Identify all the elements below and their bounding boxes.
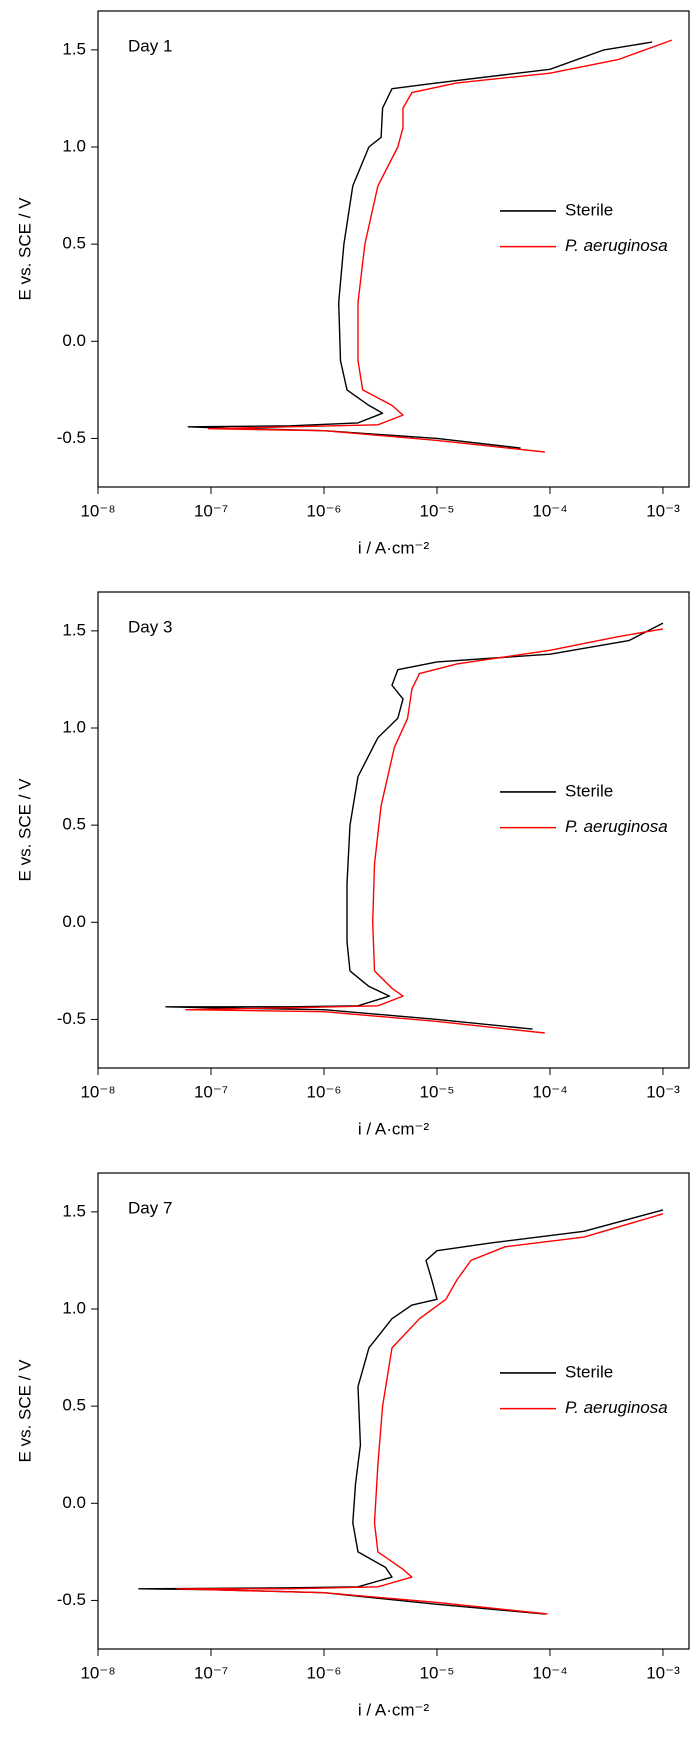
y-axis-label: E vs. SCE / V (15, 197, 34, 301)
x-axis-label: i / A·cm⁻² (358, 1700, 430, 1719)
x-tick-label: 10⁻⁵ (420, 1663, 455, 1682)
y-tick-label: 0.5 (62, 234, 86, 253)
y-tick-label: 0.0 (62, 331, 86, 350)
x-tick-label: 10⁻⁸ (80, 501, 115, 520)
y-tick-label: 0.0 (62, 1493, 86, 1512)
data-line (185, 628, 664, 1034)
x-tick-label: 10⁻⁶ (307, 1663, 342, 1682)
plot-frame (97, 1172, 690, 1650)
legend-label: P. aeruginosa (565, 236, 668, 255)
y-tick-label: -0.5 (57, 1590, 86, 1609)
y-tick-label: 0.0 (62, 912, 86, 931)
data-line (138, 1209, 664, 1615)
y-tick-label: 0.5 (62, 1396, 86, 1415)
y-tick-label: 1.0 (62, 136, 86, 155)
plot-frame (97, 10, 690, 488)
data-line (165, 622, 664, 1030)
y-tick-label: 1.0 (62, 717, 86, 736)
x-tick-label: 10⁻⁵ (420, 501, 455, 520)
y-tick-label: 1.5 (62, 1201, 86, 1220)
legend-label: Sterile (565, 200, 613, 219)
legend-label: Sterile (565, 781, 613, 800)
y-axis-label: E vs. SCE / V (15, 1359, 34, 1463)
y-tick-label: -0.5 (57, 1009, 86, 1028)
plot-frame (97, 591, 690, 1069)
panel-label: Day 7 (128, 1198, 172, 1217)
x-tick-label: 10⁻⁵ (420, 1082, 455, 1101)
legend-label: Sterile (565, 1362, 613, 1381)
x-tick-label: 10⁻⁷ (194, 501, 228, 520)
panel-label: Day 3 (128, 617, 172, 636)
x-tick-label: 10⁻⁸ (80, 1663, 115, 1682)
x-tick-label: 10⁻³ (646, 1082, 680, 1101)
data-line (207, 39, 673, 453)
panel-label: Day 1 (128, 36, 172, 55)
x-tick-label: 10⁻⁷ (194, 1663, 228, 1682)
y-tick-label: 1.0 (62, 1298, 86, 1317)
data-line (187, 41, 653, 449)
x-tick-label: 10⁻⁶ (307, 501, 342, 520)
x-tick-label: 10⁻³ (646, 501, 680, 520)
data-line (176, 1213, 664, 1615)
legend-label: P. aeruginosa (565, 817, 668, 836)
x-tick-label: 10⁻⁴ (532, 1663, 567, 1682)
y-tick-label: 1.5 (62, 620, 86, 639)
x-tick-label: 10⁻³ (646, 1663, 680, 1682)
x-tick-label: 10⁻⁴ (532, 1082, 567, 1101)
x-axis-label: i / A·cm⁻² (358, 538, 430, 557)
x-tick-label: 10⁻⁴ (532, 501, 567, 520)
y-axis-label: E vs. SCE / V (15, 778, 34, 882)
y-tick-label: 1.5 (62, 39, 86, 58)
y-tick-label: -0.5 (57, 428, 86, 447)
x-axis-label: i / A·cm⁻² (358, 1119, 430, 1138)
y-tick-label: 0.5 (62, 815, 86, 834)
x-tick-label: 10⁻⁸ (80, 1082, 115, 1101)
x-tick-label: 10⁻⁶ (307, 1082, 342, 1101)
x-tick-label: 10⁻⁷ (194, 1082, 228, 1101)
legend-label: P. aeruginosa (565, 1398, 668, 1417)
